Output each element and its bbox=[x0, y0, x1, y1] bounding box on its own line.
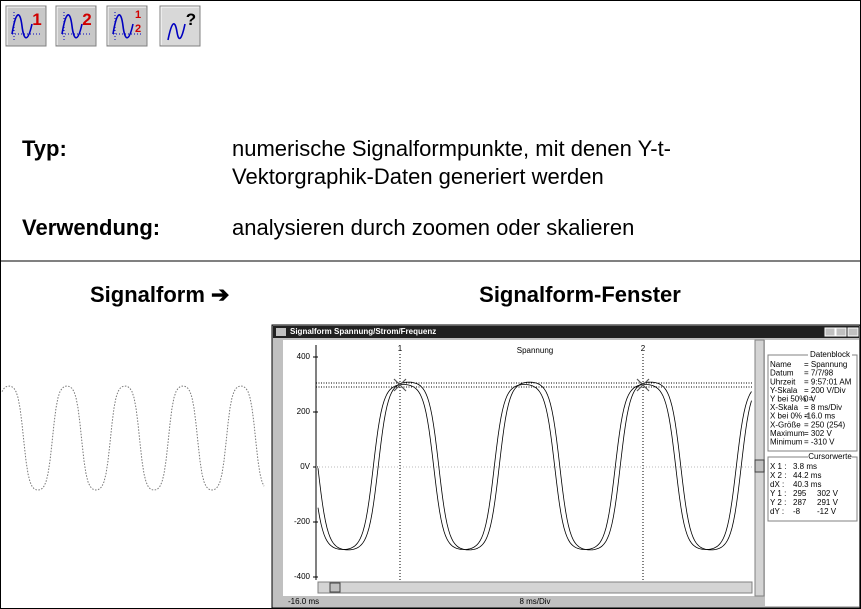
screen: 1 2 1 2? Typ: numerische Signalformpunkte, mi… bbox=[0, 0, 861, 609]
panel-cell: -8 bbox=[793, 507, 801, 516]
group-title: Datenblock bbox=[810, 350, 851, 359]
icon-label: 2 bbox=[82, 10, 91, 29]
panel-cell: 40.3 ms bbox=[793, 480, 821, 489]
panel-cell: 3.8 ms bbox=[793, 462, 817, 471]
v-thumb bbox=[755, 460, 764, 472]
sys-icon bbox=[276, 328, 286, 336]
verwendung-text: analysieren durch zoomen oder skalieren bbox=[232, 215, 634, 240]
page: 1 2 1 2? Typ: numerische Signalformpunkte, mi… bbox=[0, 0, 861, 609]
h-thumb bbox=[330, 583, 340, 592]
y-label: 400 bbox=[297, 352, 311, 361]
panel-cell: Y 2 : bbox=[770, 498, 786, 507]
panel-cell: 302 V bbox=[817, 489, 839, 498]
panel-cell: 291 V bbox=[817, 498, 839, 507]
panel-cell: Minimum bbox=[770, 438, 803, 447]
window-button bbox=[848, 328, 858, 336]
channel-label: Spannung bbox=[517, 346, 553, 355]
x-scale: 8 ms/Div bbox=[519, 597, 550, 606]
y-label: -200 bbox=[294, 517, 311, 526]
verwendung-label: Verwendung: bbox=[22, 215, 160, 240]
group-title: Cursorwerte bbox=[808, 452, 852, 461]
signal-window: Signalform Spannung/Strom/Frequenz 400 200… bbox=[272, 325, 860, 608]
left-heading: Signalform ➔ bbox=[90, 282, 229, 307]
panel-cell: dX : bbox=[770, 480, 784, 489]
cursor-label: 1 bbox=[398, 344, 403, 353]
icon-label: 1 bbox=[135, 9, 141, 21]
typ-text: Vektorgraphik-Daten generiert werden bbox=[232, 164, 604, 189]
typ-label: Typ: bbox=[22, 136, 67, 161]
window-title: Signalform Spannung/Strom/Frequenz bbox=[290, 327, 436, 336]
panel-cell: 44.2 ms bbox=[793, 471, 821, 480]
panel-cell: 287 bbox=[793, 498, 807, 507]
y-label: -400 bbox=[294, 572, 311, 581]
panel-cell: 295 bbox=[793, 489, 807, 498]
icon-label: ? bbox=[186, 10, 196, 29]
y-label: 0V bbox=[300, 462, 310, 471]
window-button bbox=[825, 328, 835, 336]
right-heading: Signalform-Fenster bbox=[479, 282, 681, 307]
cursor-label: 2 bbox=[641, 344, 646, 353]
panel-cell: X 2 : bbox=[770, 471, 786, 480]
plot-area bbox=[283, 340, 755, 596]
h-scrollbar bbox=[318, 582, 752, 593]
typ-text: numerische Signalformpunkte, mit denen Y… bbox=[232, 136, 671, 161]
panel-cell: X 1 : bbox=[770, 462, 786, 471]
panel-cell: Y 1 : bbox=[770, 489, 786, 498]
panel-cell: = -310 V bbox=[804, 438, 835, 447]
y-label: 200 bbox=[297, 407, 311, 416]
x-start: -16.0 ms bbox=[288, 597, 319, 606]
panel-cell: -12 V bbox=[817, 507, 837, 516]
window-button bbox=[836, 328, 846, 336]
icon-sublabel: 2 bbox=[135, 23, 141, 35]
panel-cell: dY : bbox=[770, 507, 784, 516]
icon-label: 1 bbox=[32, 10, 41, 29]
